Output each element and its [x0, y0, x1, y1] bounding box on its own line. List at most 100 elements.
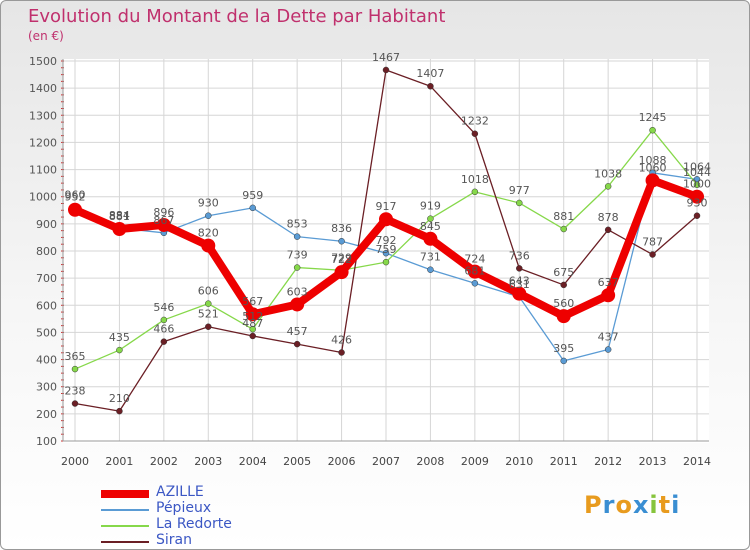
data-point: [71, 365, 79, 373]
data-point: [68, 202, 82, 217]
data-point: [382, 66, 390, 74]
data-label: 952: [65, 191, 86, 204]
data-point: [249, 332, 256, 340]
data-label: 1064: [683, 160, 711, 173]
data-label: 1044: [683, 166, 711, 179]
data-label: 867: [153, 214, 174, 227]
data-label: 878: [598, 211, 619, 224]
data-point: [649, 126, 656, 134]
data-label: 457: [287, 325, 308, 338]
data-point: [604, 226, 612, 234]
data-label: 820: [198, 227, 219, 240]
legend-swatch-siran: [101, 541, 149, 543]
data-label: 1245: [639, 111, 667, 124]
data-point: [338, 237, 345, 245]
data-label: 853: [287, 218, 308, 231]
data-point: [205, 212, 212, 219]
y-tick-label: 1500: [29, 55, 57, 68]
x-tick-label: 2000: [61, 455, 89, 468]
chart-title: Evolution du Montant de la Dette par Hab…: [28, 6, 446, 27]
data-point: [112, 222, 127, 237]
legend-label-azille: AZILLE: [156, 484, 204, 500]
data-point: [382, 258, 390, 266]
data-label: 881: [553, 210, 574, 223]
data-label: 1018: [461, 173, 489, 186]
data-label: 1407: [416, 67, 444, 80]
y-tick-label: 900: [36, 218, 57, 231]
data-point: [293, 340, 301, 348]
data-label: 1088: [639, 154, 667, 167]
y-tick-label: 800: [36, 245, 57, 258]
data-point: [560, 281, 567, 289]
y-tick-label: 200: [36, 408, 57, 421]
y-tick-label: 300: [36, 381, 57, 394]
data-point: [427, 215, 434, 222]
data-point: [293, 264, 301, 271]
data-label: 917: [376, 200, 397, 213]
y-tick-label: 400: [36, 354, 57, 367]
data-label: 1467: [372, 51, 400, 64]
data-point: [160, 316, 168, 324]
x-tick-label: 2006: [328, 455, 356, 468]
data-label: 395: [553, 342, 574, 355]
data-point: [516, 265, 523, 272]
data-point: [249, 325, 256, 333]
data-point: [693, 181, 701, 189]
data-point: [205, 300, 212, 307]
data-point: [249, 204, 256, 212]
data-point: [334, 265, 349, 280]
y-tick-label: 1300: [29, 109, 57, 122]
data-point: [205, 323, 212, 330]
data-point: [293, 233, 301, 240]
data-point: [556, 309, 571, 324]
data-label: 435: [109, 331, 130, 344]
x-tick-label: 2008: [416, 455, 444, 468]
x-tick-label: 2001: [105, 455, 133, 468]
x-tick-label: 2009: [461, 455, 489, 468]
data-label: 759: [376, 243, 397, 256]
data-point: [379, 212, 393, 227]
data-label: 739: [287, 249, 308, 262]
x-tick-label: 2003: [194, 455, 222, 468]
data-label: 603: [287, 285, 308, 298]
proxiti-logo: Proxiti: [584, 491, 681, 519]
data-label: 560: [553, 297, 574, 310]
data-point: [471, 188, 479, 196]
data-label: 930: [198, 197, 219, 210]
data-point: [201, 238, 216, 253]
data-point: [516, 199, 523, 207]
data-point: [71, 400, 79, 407]
data-label: 1232: [461, 115, 489, 128]
data-label: 1000: [683, 178, 711, 191]
data-label: 919: [420, 200, 441, 213]
data-label: 238: [65, 385, 86, 398]
legend-label-pepieux: Pépieux: [156, 500, 212, 516]
y-tick-label: 600: [36, 299, 57, 312]
data-point: [467, 264, 482, 279]
data-label: 210: [109, 392, 130, 405]
data-label: 977: [509, 184, 530, 197]
data-point: [160, 338, 168, 345]
data-label: 365: [65, 350, 86, 363]
legend-label-siran: Siran: [156, 532, 192, 548]
x-tick-label: 2010: [505, 455, 533, 468]
data-label: 845: [420, 220, 441, 233]
data-label: 896: [153, 206, 174, 219]
data-point: [471, 130, 479, 137]
y-tick-label: 1000: [29, 191, 57, 204]
data-label: 512: [242, 310, 263, 323]
data-label: 606: [198, 285, 219, 298]
data-label: 729: [331, 251, 352, 264]
data-label: 792: [376, 234, 397, 247]
data-label: 884: [109, 209, 130, 222]
x-tick-label: 2014: [683, 455, 711, 468]
data-point: [645, 173, 660, 188]
data-label: 675: [553, 266, 574, 279]
data-label: 487: [242, 317, 263, 330]
legend-swatch-la-redorte: [101, 525, 149, 527]
data-label: 836: [331, 222, 352, 235]
data-point: [116, 407, 123, 415]
data-label: 643: [509, 275, 530, 288]
